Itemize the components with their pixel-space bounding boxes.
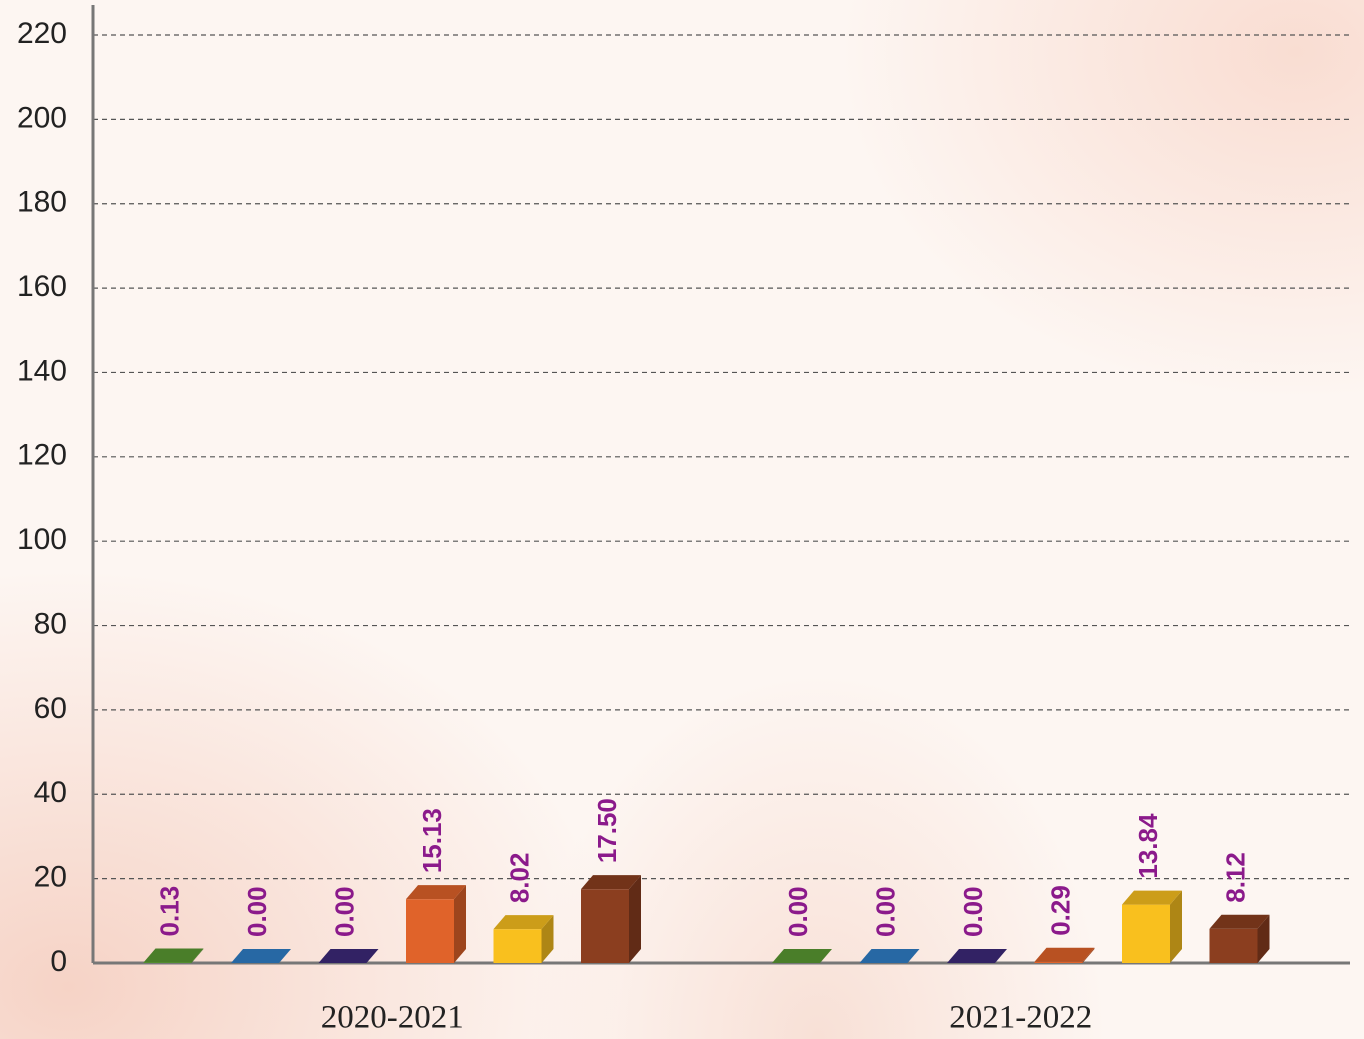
value-label: 15.13 [417, 808, 447, 873]
value-label: 0.00 [870, 886, 900, 937]
bar-top [581, 875, 641, 890]
y-tick-label: 120 [17, 439, 67, 472]
bar [493, 929, 542, 963]
value-label: 0.00 [958, 886, 988, 937]
bar [406, 899, 454, 963]
bar-top [1209, 914, 1270, 929]
bar [581, 889, 629, 963]
y-tick-label: 140 [17, 354, 67, 387]
value-label: 0.00 [783, 886, 813, 937]
x-tick-label: 2021-2022 [949, 1000, 1092, 1036]
y-tick-label: 80 [34, 607, 67, 640]
value-label: 0.13 [154, 886, 184, 937]
bar-side [629, 875, 641, 963]
bar-side [191, 948, 204, 963]
value-label: 17.50 [592, 798, 622, 863]
y-tick-label: 180 [17, 186, 67, 219]
bar-side [1170, 890, 1182, 963]
y-tick-label: 160 [17, 270, 67, 303]
bar-top [859, 949, 920, 963]
bar-side [1082, 947, 1095, 963]
y-tick-label: 200 [17, 101, 67, 134]
bar-top [406, 885, 466, 900]
x-tick-label: 2020-2021 [321, 1000, 464, 1036]
bar-top [1122, 890, 1182, 905]
bar-top [772, 949, 832, 963]
bar [143, 962, 192, 963]
bar [1209, 928, 1258, 963]
bar [1034, 961, 1083, 963]
y-tick-label: 40 [34, 776, 67, 809]
y-tick-label: 60 [34, 692, 67, 725]
bar-top [231, 949, 291, 963]
bar-top [493, 915, 554, 930]
bar [1122, 904, 1170, 963]
bar-side [541, 915, 554, 963]
y-tick-label: 100 [17, 523, 67, 556]
y-tick-label: 0 [50, 945, 67, 978]
bar-top [947, 949, 1007, 963]
value-label: 8.12 [1220, 852, 1250, 903]
value-label: 8.02 [504, 853, 534, 904]
bar-top [1034, 947, 1095, 962]
value-label: 0.00 [242, 886, 272, 937]
bar-top [143, 948, 204, 963]
value-label: 0.29 [1045, 885, 1075, 936]
bar-top [318, 949, 379, 963]
bar-side [1257, 914, 1270, 963]
bar-side [454, 885, 466, 963]
y-tick-label: 220 [17, 17, 67, 50]
value-label: 13.84 [1133, 813, 1163, 879]
value-label: 0.00 [329, 886, 359, 937]
y-tick-label: 20 [34, 861, 67, 894]
